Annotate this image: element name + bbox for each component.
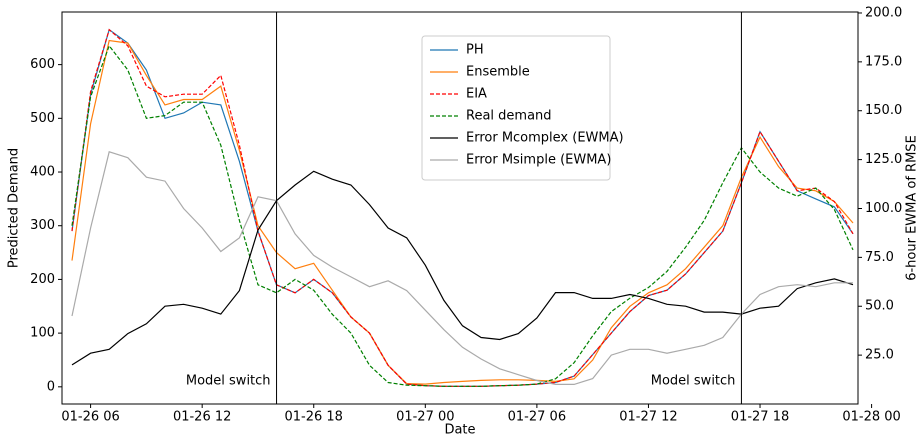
y-tick-label: 200 bbox=[30, 272, 55, 287]
legend-label: PH bbox=[466, 43, 484, 58]
x-tick-label: 01-27 06 bbox=[508, 410, 566, 425]
y2-tick-label: 200.0 bbox=[865, 5, 902, 20]
legend-label: Error Msimple (EWMA) bbox=[466, 153, 611, 168]
legend-box bbox=[421, 35, 611, 181]
legend-label: EIA bbox=[466, 87, 487, 102]
y-tick-label: 0 bbox=[47, 379, 55, 394]
x-axis-label: Date bbox=[444, 423, 475, 438]
legend-label: Error Mcomplex (EWMA) bbox=[466, 131, 624, 146]
y2-tick-label: 175.0 bbox=[865, 54, 902, 69]
x-tick-label: 01-28 00 bbox=[842, 410, 900, 425]
x-tick-label: 01-26 18 bbox=[285, 410, 343, 425]
x-tick-label: 01-27 00 bbox=[396, 410, 454, 425]
legend-label: Ensemble bbox=[466, 65, 530, 80]
series-line bbox=[71, 39, 854, 385]
y-tick-label: 400 bbox=[30, 165, 55, 180]
series-line bbox=[71, 44, 854, 387]
x-tick-label: 01-27 18 bbox=[731, 410, 789, 425]
x-tick-label: 01-27 12 bbox=[619, 410, 677, 425]
y2-tick-label: 100.0 bbox=[865, 201, 902, 216]
y-tick-label: 500 bbox=[30, 111, 55, 126]
x-tick-label: 01-26 06 bbox=[61, 410, 119, 425]
annotation-label: Model switch bbox=[186, 374, 271, 389]
series-line bbox=[71, 170, 854, 366]
y-tick-label: 100 bbox=[30, 326, 55, 341]
y-tick-label: 300 bbox=[30, 218, 55, 233]
y2-tick-label: 50.0 bbox=[865, 299, 894, 314]
y-tick-label: 600 bbox=[30, 57, 55, 72]
annotation-label: Model switch bbox=[651, 374, 736, 389]
y2-axis-label: 6-hour EWMA of RMSE bbox=[905, 135, 920, 281]
legend-label: Real demand bbox=[466, 109, 552, 124]
x-tick-label: 01-26 12 bbox=[173, 410, 231, 425]
series-line bbox=[71, 151, 853, 385]
y-axis-label: Predicted Demand bbox=[7, 148, 22, 268]
y2-tick-label: 25.0 bbox=[865, 348, 894, 363]
y2-tick-label: 125.0 bbox=[865, 152, 902, 167]
y2-tick-label: 150.0 bbox=[865, 103, 902, 118]
y2-tick-label: 75.0 bbox=[865, 250, 894, 265]
